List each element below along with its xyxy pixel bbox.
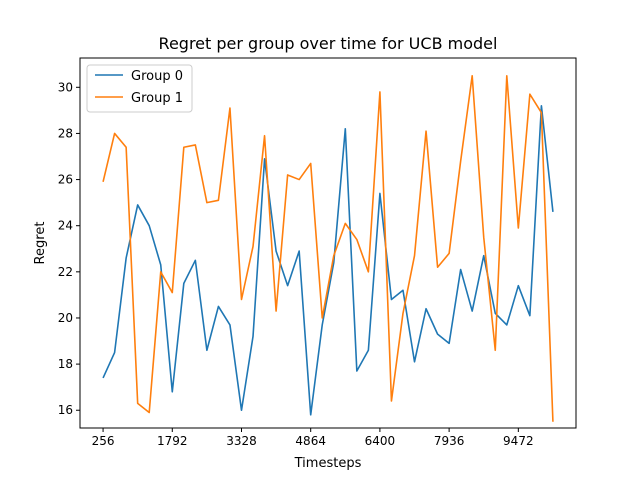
y-axis-label: Regret — [33, 222, 48, 265]
legend: Group 0 Group 1 — [86, 64, 193, 113]
x-tick-label: 9472 — [503, 434, 534, 448]
x-tick-label: 3328 — [226, 434, 257, 448]
y-tick-label: 20 — [58, 311, 73, 325]
x-tick-label: 1792 — [157, 434, 188, 448]
y-tick-label: 18 — [58, 357, 73, 371]
y-tick-label: 24 — [58, 219, 73, 233]
x-axis-label: Timesteps — [294, 456, 362, 471]
y-tick-label: 26 — [58, 173, 73, 187]
legend-label-group-0: Group 0 — [131, 69, 183, 84]
y-tick-label: 28 — [58, 126, 73, 140]
plot-frame — [79, 57, 577, 429]
x-tick-label: 6400 — [365, 434, 396, 448]
series-line-group-0 — [102, 104, 554, 416]
legend-box — [86, 64, 193, 113]
series-line-group-1 — [102, 74, 554, 422]
y-tick-label: 22 — [58, 265, 73, 279]
plot-area — [80, 58, 576, 428]
legend-label-group-1: Group 1 — [131, 91, 183, 106]
y-tick-label: 30 — [58, 80, 73, 94]
series-lines — [102, 74, 554, 422]
axis-ticks: 256 1792 3328 4864 6400 7936 9472 16 18 20 22 24 26 2… — [58, 80, 534, 448]
x-tick-label: 7936 — [434, 434, 465, 448]
x-tick-label: 4864 — [295, 434, 326, 448]
y-tick-label: 16 — [58, 403, 73, 417]
x-tick-label: 256 — [92, 434, 115, 448]
chart-title: Regret per group over time for UCB model — [159, 34, 498, 53]
